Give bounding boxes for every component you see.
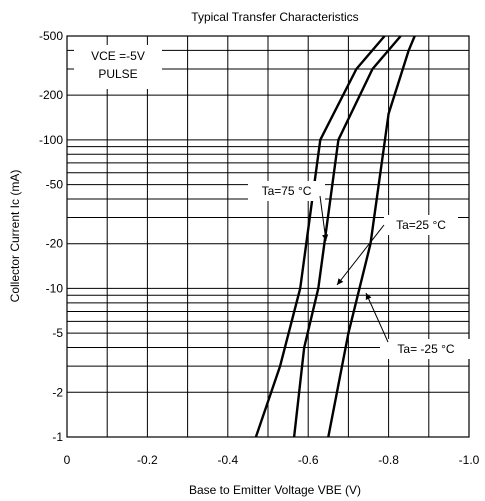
x-tick-label: -0.8 bbox=[378, 453, 399, 467]
x-axis-ticks: 0 -0.2 -0.4 -0.6 -0.8 -1.0 bbox=[64, 453, 480, 467]
series-line-2 bbox=[292, 35, 402, 438]
x-tick-label: 0 bbox=[64, 453, 71, 467]
annotation-leader-line bbox=[336, 224, 385, 286]
y-tick-label: -50 bbox=[46, 178, 64, 192]
condition-pulse: PULSE bbox=[98, 67, 137, 81]
chart-title: Typical Transfer Characteristics bbox=[191, 10, 358, 24]
condition-vce: VCE =-5V bbox=[91, 49, 145, 63]
y-tick-label: -10 bbox=[46, 281, 64, 295]
series-annotations: Ta=75 °C Ta=25 °C Ta= -25 °C bbox=[248, 181, 472, 359]
annotation-box bbox=[384, 215, 458, 235]
series-lines bbox=[254, 35, 416, 438]
annotation-leader-line bbox=[365, 292, 389, 343]
x-tick-label: -1.0 bbox=[459, 453, 480, 467]
y-axis-ticks: -1 -2 -5 -10 -20 -50 -100 -200 -500 bbox=[39, 29, 63, 444]
annotation-label: Ta= -25 °C bbox=[397, 342, 454, 356]
annotation-leader-line bbox=[319, 195, 327, 242]
y-tick-label: -1 bbox=[52, 430, 63, 444]
x-tick-label: -0.6 bbox=[298, 453, 319, 467]
series-line-3 bbox=[327, 35, 416, 438]
y-tick-label: -500 bbox=[39, 29, 63, 43]
y-tick-label: -5 bbox=[52, 326, 63, 340]
annotation-label: Ta=25 °C bbox=[396, 218, 446, 232]
x-tick-label: -0.2 bbox=[137, 453, 158, 467]
annotation-arrowhead bbox=[365, 293, 372, 300]
annotation-box bbox=[380, 339, 472, 359]
conditions-box: VCE =-5V PULSE bbox=[74, 45, 162, 89]
annotation-box bbox=[248, 181, 325, 201]
annotation-arrowhead bbox=[322, 234, 329, 241]
plot-area-border bbox=[66, 35, 470, 438]
x-axis-label: Base to Emitter Voltage VBE (V) bbox=[189, 483, 361, 497]
y-axis-label: Collector Current Ic (mA) bbox=[8, 170, 22, 303]
y-tick-label: -100 bbox=[39, 133, 63, 147]
annotation-arrowhead bbox=[337, 278, 344, 285]
conditions-box-background bbox=[74, 45, 162, 89]
series-line-1 bbox=[254, 35, 386, 438]
y-tick-label: -20 bbox=[46, 237, 64, 251]
annotation-label: Ta=75 °C bbox=[262, 184, 312, 198]
grid-lines bbox=[67, 36, 469, 437]
x-tick-label: -0.4 bbox=[217, 453, 238, 467]
y-tick-label: -2 bbox=[52, 385, 63, 399]
y-tick-label: -200 bbox=[39, 88, 63, 102]
